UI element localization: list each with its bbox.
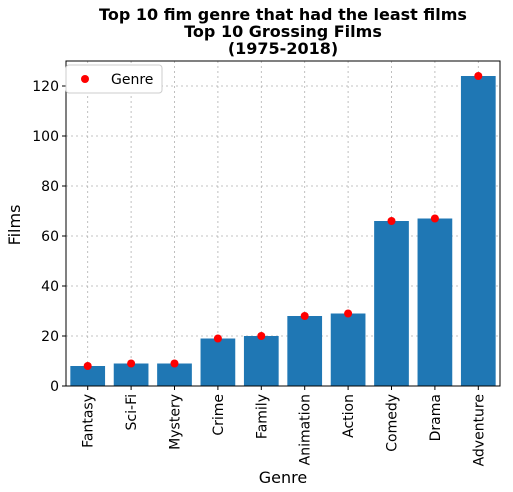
x-tick-label-animation: Animation <box>298 394 314 465</box>
x-axis-label: Genre <box>259 468 307 487</box>
y-axis-label: Films <box>5 205 24 246</box>
bar-fantasy <box>70 366 106 386</box>
marker-sci-fi <box>127 359 136 368</box>
marker-adventure <box>474 72 483 80</box>
chart-title-line-1: Top 10 fim genre that had the least film… <box>99 5 467 24</box>
x-tick-label-comedy: Comedy <box>385 394 401 452</box>
chart-title-line-2: Top 10 Grossing Films <box>184 22 382 41</box>
bars <box>70 76 496 386</box>
x-tick-label-action: Action <box>341 394 357 438</box>
legend-frame <box>65 64 163 94</box>
y-tick-label: 20 <box>41 329 59 345</box>
plot-frame <box>65 60 501 387</box>
x-tick-label-mystery: Mystery <box>168 394 184 450</box>
marker-action <box>344 309 353 318</box>
x-tick-label-crime: Crime <box>211 394 227 436</box>
axes <box>65 60 501 387</box>
y-tick-label: 80 <box>41 179 59 195</box>
y-ticks: 0 20 40 60 80 100 120 <box>32 79 66 395</box>
y-tick-label: 40 <box>41 279 59 295</box>
x-tick-label-sci-fi: Sci-Fi <box>124 394 140 430</box>
y-tick-label: 0 <box>50 379 59 395</box>
marker-mystery <box>170 359 179 368</box>
bar-family <box>243 336 279 386</box>
chart-title: Top 10 fim genre that had the least film… <box>99 5 467 58</box>
bar-adventure <box>460 76 496 386</box>
x-tick-label-drama: Drama <box>428 394 444 441</box>
x-tick-label-family: Family <box>254 394 270 439</box>
markers <box>83 72 483 370</box>
x-tick-label-adventure: Adventure <box>471 394 487 466</box>
bar-crime <box>200 338 236 386</box>
x-ticks: Fantasy Sci-Fi Mystery Crime Family Animation… <box>81 386 487 466</box>
marker-animation <box>300 312 309 320</box>
y-tick-label: 120 <box>32 79 59 95</box>
marker-crime <box>213 334 222 343</box>
bar-comedy <box>374 221 409 386</box>
bar-animation <box>287 316 323 386</box>
bar-action <box>330 313 366 386</box>
y-tick-label: 60 <box>41 229 59 245</box>
legend: Genre <box>65 64 163 94</box>
marker-fantasy <box>83 362 92 370</box>
legend-marker-icon <box>81 75 89 83</box>
y-tick-label: 100 <box>32 129 59 145</box>
x-tick-label-fantasy: Fantasy <box>81 394 97 448</box>
marker-comedy <box>387 217 396 225</box>
marker-family <box>257 332 266 340</box>
chart-title-line-3: (1975-2018) <box>228 39 338 58</box>
bar-mystery <box>157 363 192 386</box>
bar-sci-fi <box>113 363 149 386</box>
legend-entry-genre: Genre <box>111 72 153 88</box>
bar-drama <box>417 218 453 386</box>
marker-drama <box>430 214 439 223</box>
